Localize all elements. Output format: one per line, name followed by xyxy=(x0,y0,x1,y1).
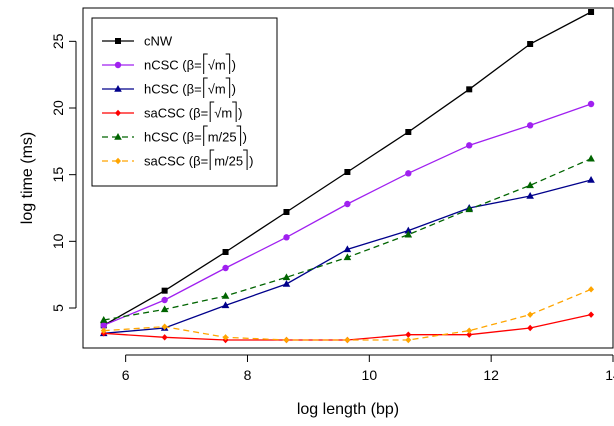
series-0 xyxy=(100,9,595,329)
data-point xyxy=(465,205,474,213)
legend: cNW nCSC (β= √m) hCSC (β= √m) saCSC (β= √m) hCS… xyxy=(91,17,278,187)
series-layer xyxy=(99,9,595,344)
y-tick-label: 20 xyxy=(50,100,66,116)
ceil-left-bracket xyxy=(203,77,208,98)
series-4 xyxy=(99,154,595,323)
data-point xyxy=(283,234,290,241)
legend-item: nCSC (β= √m) xyxy=(102,53,236,74)
data-point xyxy=(344,200,351,208)
data-point xyxy=(221,301,230,309)
data-point xyxy=(283,209,290,215)
ceil-left-bracket xyxy=(203,125,208,146)
y-axis-title: log time (ms) xyxy=(19,132,36,224)
data-point xyxy=(161,334,168,341)
data-point xyxy=(161,323,168,330)
data-point xyxy=(526,192,534,199)
x-tick-label: 14 xyxy=(605,367,614,383)
x-tick-label: 10 xyxy=(362,367,378,383)
data-point xyxy=(526,122,534,129)
series-5 xyxy=(100,286,595,344)
legend-swatch-marker xyxy=(114,85,122,92)
legend-item: hCSC (β= √m) xyxy=(102,77,236,98)
data-point xyxy=(221,292,230,299)
data-point xyxy=(587,100,595,108)
data-point xyxy=(343,253,352,261)
ceil-right-bracket xyxy=(225,53,231,74)
data-point xyxy=(466,142,473,149)
data-point xyxy=(99,316,108,323)
legend-label: saCSC (β= m/25) xyxy=(144,154,253,169)
data-point xyxy=(405,170,412,177)
legend-swatch-marker xyxy=(115,109,121,117)
ceil-right-bracket xyxy=(225,77,231,98)
data-point xyxy=(527,311,534,318)
data-point xyxy=(222,334,229,341)
data-point xyxy=(283,336,290,344)
legend-label: nCSC (β= √m) xyxy=(144,58,236,73)
legend-item: cNW xyxy=(102,34,173,49)
data-point xyxy=(587,154,595,162)
data-point xyxy=(588,9,595,15)
data-point xyxy=(405,331,412,338)
data-point xyxy=(526,181,534,189)
ceil-right-bracket xyxy=(232,101,237,122)
data-point xyxy=(588,286,595,293)
data-point xyxy=(344,336,351,344)
data-point xyxy=(343,245,352,253)
legend-item: hCSC (β= m/25) xyxy=(102,125,247,146)
series-1 xyxy=(100,100,595,329)
x-axis-title: log length (bp) xyxy=(297,401,399,418)
ceil-left-bracket xyxy=(209,101,215,122)
y-tick-label: 10 xyxy=(50,233,66,249)
data-point xyxy=(282,273,291,281)
data-point xyxy=(588,311,595,318)
data-point xyxy=(587,176,595,183)
data-point xyxy=(466,331,473,338)
ceil-left-bracket xyxy=(203,53,208,74)
data-point xyxy=(344,169,351,175)
legend-swatch-marker xyxy=(114,61,122,69)
legend-swatch-marker xyxy=(115,157,121,165)
legend-item: saCSC (β= √m) xyxy=(102,101,243,122)
data-point xyxy=(161,296,168,304)
data-point xyxy=(405,336,412,344)
y-tick-label: 25 xyxy=(50,33,66,49)
data-point xyxy=(100,327,107,334)
y-tick-label: 15 xyxy=(50,167,66,183)
legend-label: saCSC (β= √m) xyxy=(144,106,243,121)
data-point xyxy=(466,327,473,334)
x-tick-label: 12 xyxy=(483,367,499,383)
data-point xyxy=(222,264,229,272)
legend-label: hCSC (β= m/25) xyxy=(144,130,247,145)
x-tick-label: 8 xyxy=(244,367,252,383)
data-point xyxy=(160,305,169,313)
data-point xyxy=(466,86,473,93)
data-point xyxy=(161,287,168,294)
x-tick-label: 6 xyxy=(122,367,130,383)
legend-swatch-marker xyxy=(115,38,121,44)
series-line xyxy=(103,314,592,341)
data-point xyxy=(222,249,229,255)
legend-swatch-marker xyxy=(114,133,122,140)
axes: 6 8 10 12 14 5 10 15 20 25 xyxy=(50,33,614,383)
legend-box xyxy=(91,17,278,187)
series-line xyxy=(103,288,592,341)
ceil-left-bracket xyxy=(209,149,215,170)
legend-label: cNW xyxy=(144,34,173,49)
data-point xyxy=(404,230,413,238)
data-point xyxy=(100,322,107,329)
plot-frame xyxy=(82,7,614,349)
ceil-right-bracket xyxy=(243,149,248,170)
legend-label: hCSC (β= √m) xyxy=(144,82,236,97)
data-point xyxy=(405,129,412,135)
data-point xyxy=(527,324,534,332)
y-tick-label: 5 xyxy=(50,304,66,312)
data-point xyxy=(404,226,413,234)
data-point xyxy=(282,280,291,287)
legend-item: saCSC (β= m/25) xyxy=(102,149,253,170)
ceil-right-bracket xyxy=(236,125,242,146)
data-point xyxy=(527,41,534,47)
